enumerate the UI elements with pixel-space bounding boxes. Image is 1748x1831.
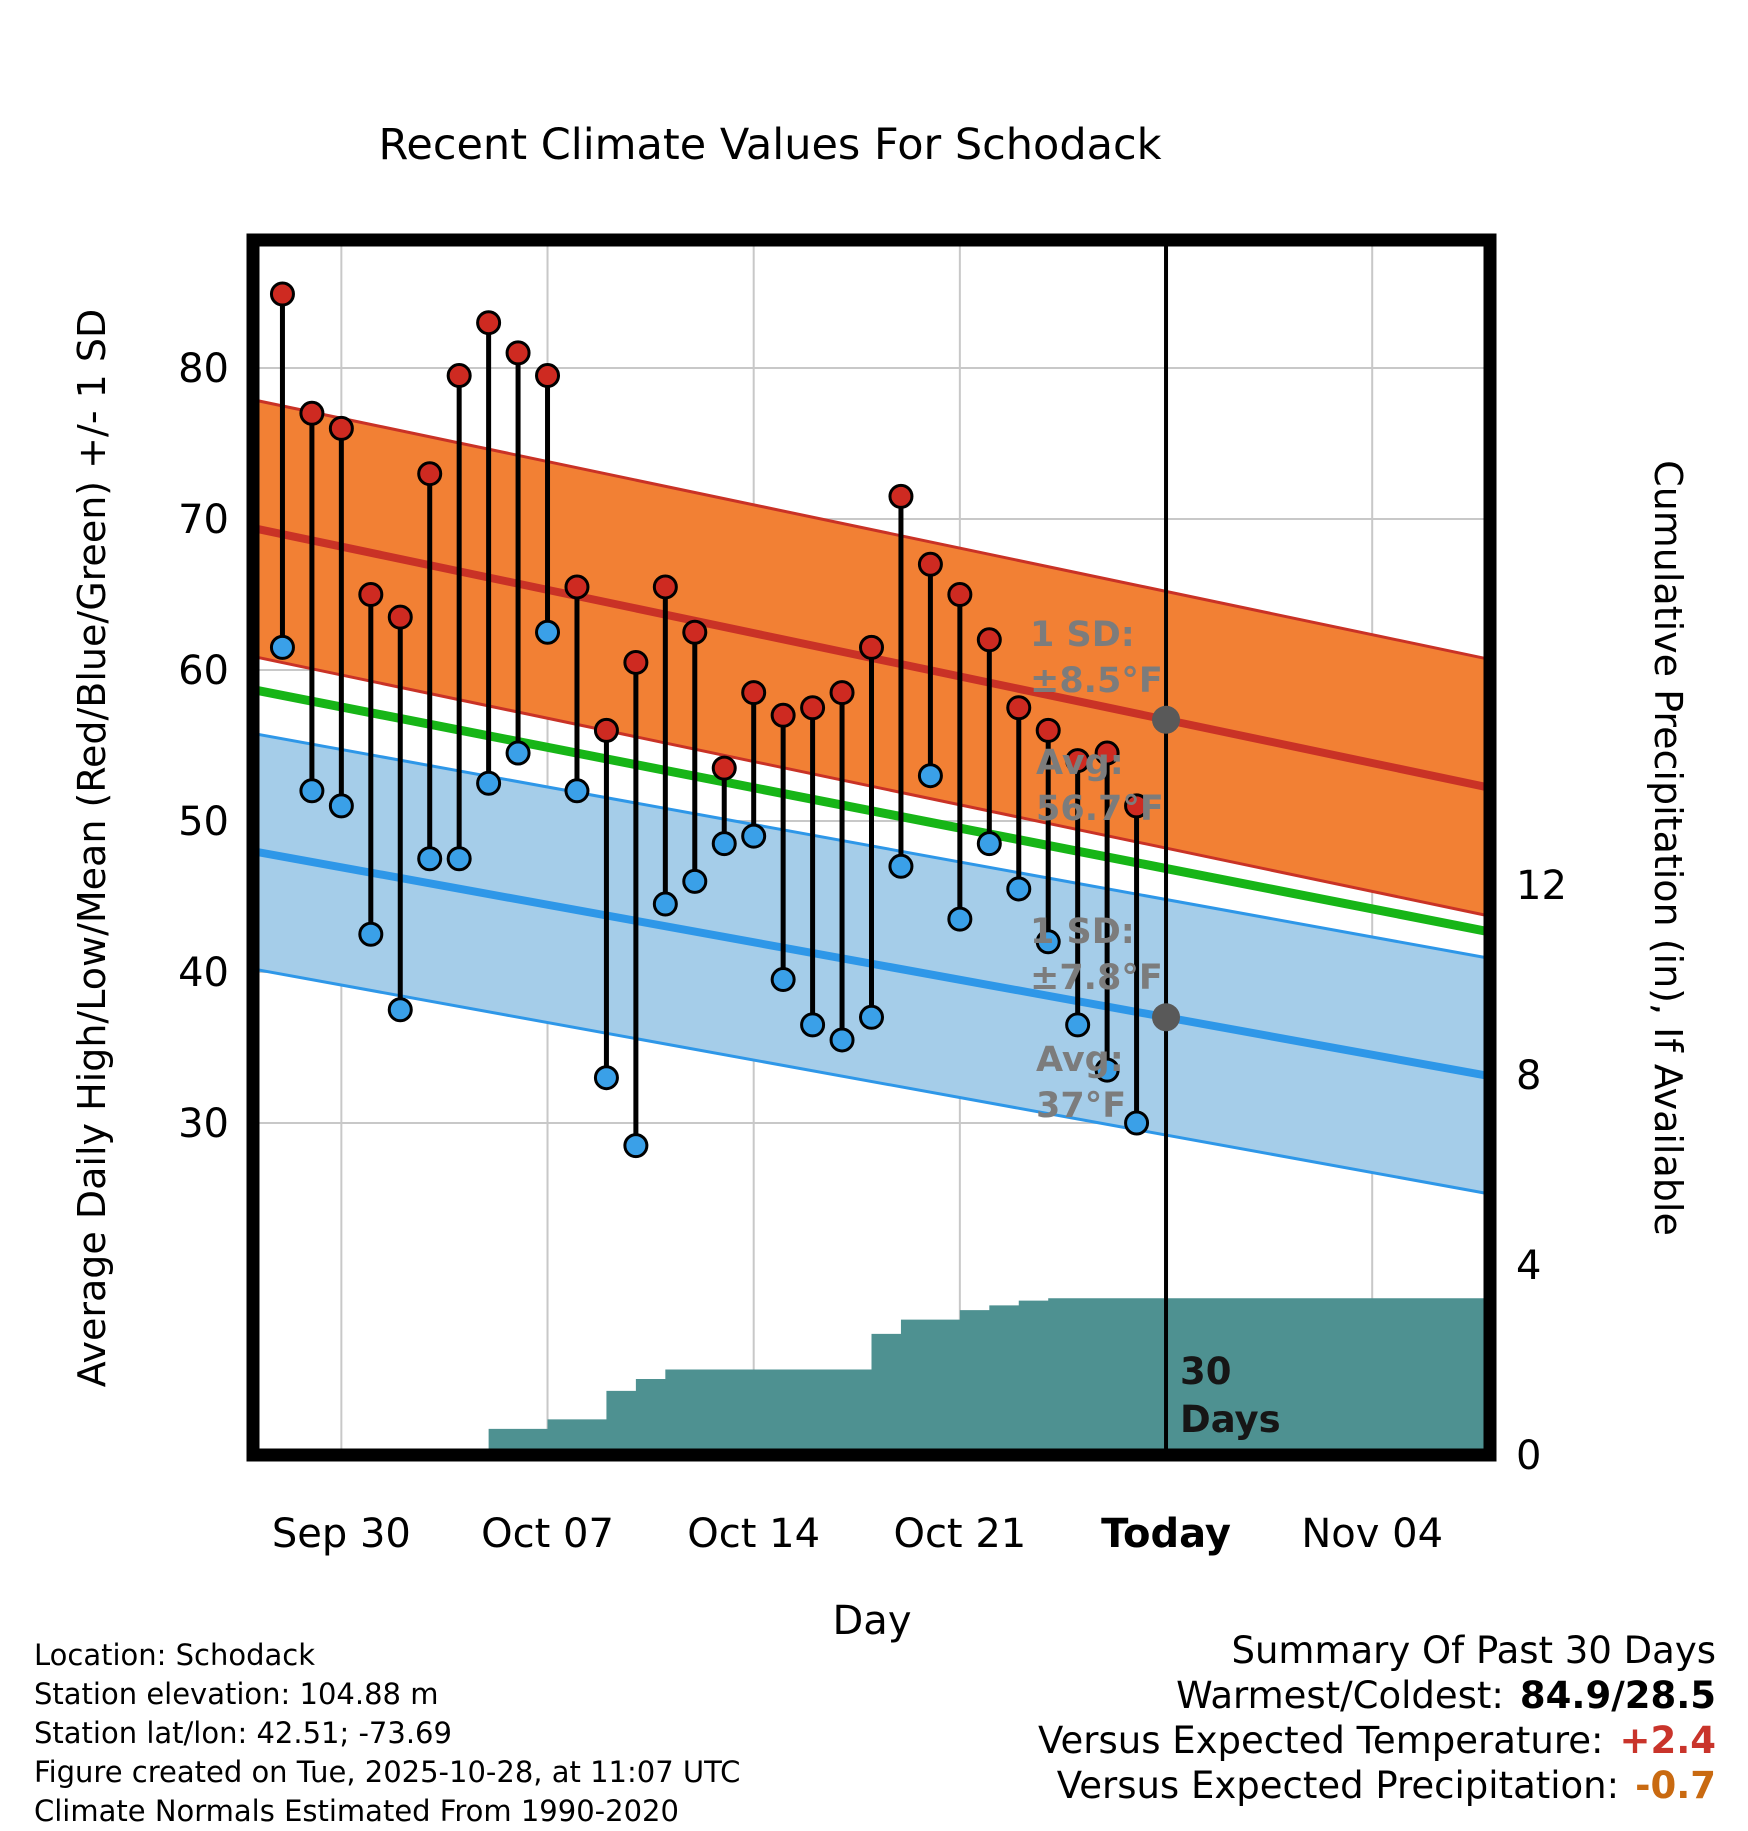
svg-text:Oct 21: Oct 21 (893, 1511, 1026, 1557)
svg-text:0: 0 (1516, 1433, 1541, 1479)
summary-title: Summary Of Past 30 Days (1231, 1629, 1716, 1672)
svg-text:80: 80 (178, 346, 229, 392)
low-avg-line1: Avg: (1036, 1040, 1124, 1080)
svg-text:30: 30 (178, 1101, 229, 1147)
axis-tick-labels: 30 40 50 60 70 80 0 4 8 12 Sep 30 Oct 07 Oct 14 Oct 2… (178, 346, 1567, 1557)
svg-text:70: 70 (178, 497, 229, 543)
vs-precipitation-value: -0.7 (1635, 1764, 1716, 1807)
figure-metadata: Location: Schodack Station elevation: 10… (34, 1636, 740, 1831)
high-sd-annotation: 1 SD: ±8.5°F (1030, 612, 1163, 704)
created-line: Figure created on Tue, 2025-10-28, at 11… (34, 1755, 741, 1789)
warmest-coldest-value: 84.9/28.5 (1519, 1674, 1716, 1717)
right-axis-label: Cumulative Precipitation (in), If Availa… (1646, 460, 1690, 1236)
high-avg-annotation: Avg: 56.7°F (1036, 740, 1164, 832)
chart-title: Recent Climate Values For Schodack (378, 120, 1162, 170)
location-line: Location: Schodack (34, 1638, 316, 1672)
summary-row-vs-precipitation: Versus Expected Precipitation: -0.7 (1038, 1763, 1716, 1808)
window-days-line2: Days (1180, 1398, 1281, 1441)
high-sd-line1: 1 SD: (1030, 615, 1135, 655)
low-avg-annotation: Avg: 37°F (1036, 1037, 1126, 1129)
window-days-line1: 30 (1180, 1350, 1232, 1393)
left-axis-label: Average Daily High/Low/Mean (Red/Blue/Gr… (70, 308, 114, 1388)
latlon-line: Station lat/lon: 42.51; -73.69 (34, 1716, 452, 1750)
average-markers (1152, 705, 1181, 1032)
x-axis-label: Day (832, 1598, 912, 1644)
svg-text:Oct 14: Oct 14 (687, 1511, 820, 1557)
plot-border (246, 233, 1497, 1462)
elevation-line: Station elevation: 104.88 m (34, 1677, 439, 1711)
high-sd-line2: ±8.5°F (1030, 661, 1163, 701)
vs-precipitation-label: Versus Expected Precipitation: (1056, 1764, 1620, 1807)
vs-temperature-value: +2.4 (1619, 1719, 1716, 1762)
svg-text:Sep 30: Sep 30 (272, 1511, 411, 1557)
high-avg-line2: 56.7°F (1036, 789, 1164, 829)
precipitation-area (488, 1298, 1491, 1455)
svg-text:12: 12 (1516, 863, 1567, 909)
summary-row-warmest-coldest: Warmest/Coldest: 84.9/28.5 (1038, 1673, 1716, 1718)
svg-text:8: 8 (1516, 1053, 1541, 1099)
summary-panel: Summary Of Past 30 Days Warmest/Coldest:… (1038, 1628, 1716, 1808)
normals-line: Climate Normals Estimated From 1990-2020 (34, 1794, 679, 1828)
svg-text:Oct 07: Oct 07 (481, 1511, 614, 1557)
svg-text:40: 40 (178, 950, 229, 996)
vs-temperature-label: Versus Expected Temperature: (1038, 1719, 1604, 1762)
svg-text:4: 4 (1516, 1243, 1541, 1289)
low-sd-line2: ±7.8°F (1030, 958, 1163, 998)
low-sd-annotation: 1 SD: ±7.8°F (1030, 909, 1163, 1001)
warmest-coldest-label: Warmest/Coldest: (1176, 1674, 1504, 1717)
svg-text:60: 60 (178, 648, 229, 694)
svg-text:Nov 04: Nov 04 (1301, 1511, 1443, 1557)
window-days-annotation: 30 Days (1180, 1348, 1281, 1444)
low-sd-line1: 1 SD: (1030, 912, 1135, 952)
summary-row-vs-temperature: Versus Expected Temperature: +2.4 (1038, 1718, 1716, 1763)
low-avg-line2: 37°F (1036, 1086, 1127, 1126)
daily-observations (269, 281, 1150, 1159)
svg-text:Today: Today (1101, 1511, 1231, 1557)
high-avg-line1: Avg: (1036, 743, 1124, 783)
svg-text:50: 50 (178, 799, 229, 845)
